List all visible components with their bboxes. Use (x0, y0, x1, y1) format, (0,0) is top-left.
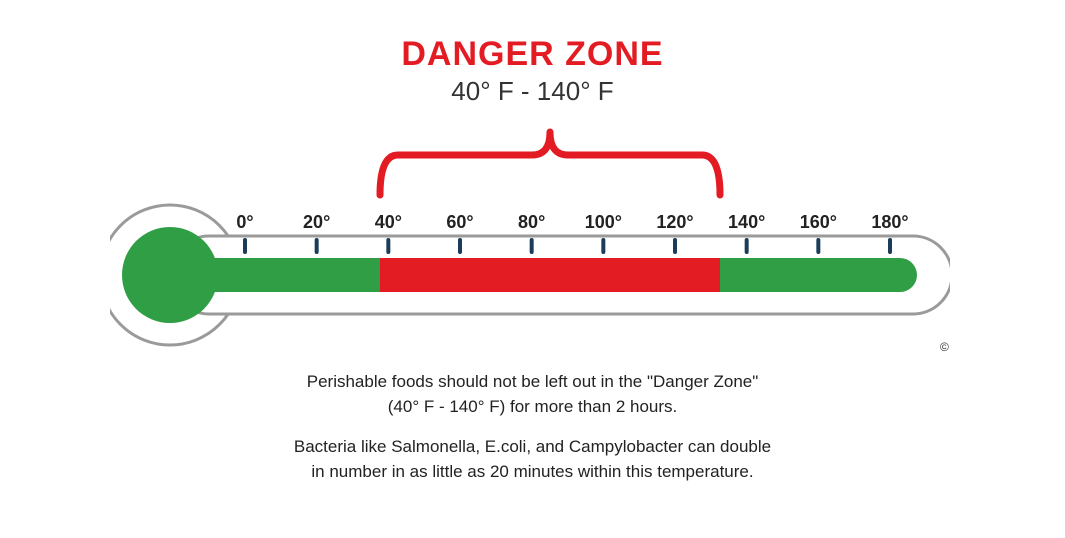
copyright-symbol: © (940, 340, 949, 354)
thermometer-tick (816, 238, 820, 254)
thermometer-tick-label: 20° (303, 212, 330, 232)
thermometer-tick-label: 60° (446, 212, 473, 232)
caption-line-1a: Perishable foods should not be left out … (0, 370, 1065, 395)
thermometer-tick (673, 238, 677, 254)
thermometer-tick-label: 40° (375, 212, 402, 232)
caption-line-2b: in number in as little as 20 minutes wit… (0, 460, 1065, 485)
thermometer-tick (243, 238, 247, 254)
thermometer-tick-label: 100° (585, 212, 622, 232)
thermometer: 0° 20° 40° 60° 80° 100° 120° 140° 160° 180° (110, 200, 950, 350)
thermometer-tick (888, 238, 892, 254)
header-block: DANGER ZONE 40° F - 140° F (0, 35, 1065, 107)
thermometer-tick (530, 238, 534, 254)
thermometer-tick-label: 0° (236, 212, 253, 232)
thermometer-tick-label: 160° (800, 212, 837, 232)
danger-zone-brace (0, 120, 1065, 210)
thermometer-segment-2 (720, 258, 900, 292)
thermometer-tick (315, 238, 319, 254)
thermometer-tick-label: 120° (656, 212, 693, 232)
thermometer-segment-1 (380, 258, 720, 292)
thermometer-tick (745, 238, 749, 254)
thermometer-tick-label: 180° (871, 212, 908, 232)
caption-line-1b: (40° F - 140° F) for more than 2 hours. (0, 395, 1065, 420)
thermometer-tick (458, 238, 462, 254)
thermometer-bulb (122, 227, 218, 323)
danger-zone-subtitle: 40° F - 140° F (0, 76, 1065, 107)
thermometer-tick (386, 238, 390, 254)
thermometer-tick-label: 140° (728, 212, 765, 232)
danger-zone-title: DANGER ZONE (0, 35, 1065, 74)
caption-block: Perishable foods should not be left out … (0, 370, 1065, 485)
thermometer-tick-label: 80° (518, 212, 545, 232)
thermometer-tick (601, 238, 605, 254)
caption-line-2a: Bacteria like Salmonella, E.coli, and Ca… (0, 435, 1065, 460)
